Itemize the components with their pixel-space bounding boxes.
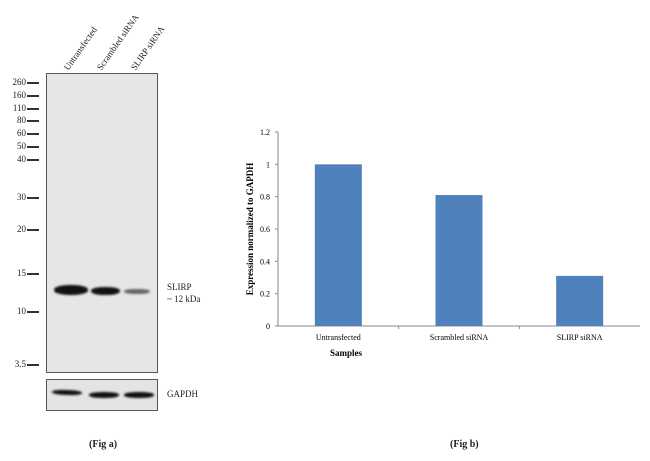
marker-label: 50: [17, 141, 26, 151]
marker-label: 15: [17, 268, 26, 278]
marker-label: 160: [12, 90, 27, 100]
marker-tick: [27, 146, 39, 148]
target-label: SLIRP: [167, 282, 192, 292]
marker-tick: [27, 364, 39, 366]
bar: [314, 164, 362, 326]
marker-label: 60: [17, 128, 26, 138]
marker-label: 260: [12, 77, 27, 87]
y-tick-label: 0.6: [260, 225, 270, 234]
gapdh-band-scrambled: [89, 392, 119, 398]
marker-tick: [27, 159, 39, 161]
band-scrambled: [91, 287, 120, 295]
x-axis-label: Samples: [330, 348, 363, 358]
y-tick-label: 0.4: [260, 257, 270, 266]
marker-tick: [27, 120, 39, 122]
marker-tick: [27, 133, 39, 135]
y-tick-label: 1.2: [260, 128, 270, 137]
marker-tick: [27, 197, 39, 199]
band-slirp: [124, 289, 150, 294]
fig-b-label: (Fig b): [450, 439, 479, 450]
marker-label: 20: [17, 224, 26, 234]
slirp-blot-membrane: [46, 73, 158, 373]
marker-label: 80: [17, 115, 26, 125]
marker-tick: [27, 108, 39, 110]
marker-tick: [27, 229, 39, 231]
y-tick-label: 0.2: [260, 290, 270, 299]
marker-label: 30: [17, 192, 26, 202]
gapdh-band-slirp: [124, 392, 154, 398]
band-untransfected: [54, 285, 88, 295]
x-tick-label: Untransfected: [316, 333, 361, 342]
target-size-label: ~ 12 kDa: [167, 294, 201, 304]
y-axis-label: Expression normalized to GAPDH: [245, 163, 255, 296]
marker-label: 10: [17, 306, 26, 316]
marker-label: 40: [17, 154, 26, 164]
marker-tick: [27, 95, 39, 97]
bar: [556, 275, 604, 326]
x-tick-label: Scrambled siRNA: [430, 333, 489, 342]
marker-tick: [27, 311, 39, 313]
gapdh-label: GAPDH: [167, 389, 199, 399]
fig-a-label: (Fig a): [89, 439, 118, 450]
gapdh-blot-membrane: [46, 379, 158, 411]
bar: [435, 195, 483, 326]
marker-label: 3.5: [14, 359, 26, 369]
marker-tick: [27, 82, 39, 84]
y-tick-label: 0.8: [260, 193, 270, 202]
marker-label: 110: [12, 103, 26, 113]
y-tick-label: 1: [266, 160, 270, 169]
x-tick-label: SLIRP siRNA: [557, 333, 603, 342]
y-tick-label: 0: [266, 322, 270, 331]
marker-tick: [27, 273, 39, 275]
